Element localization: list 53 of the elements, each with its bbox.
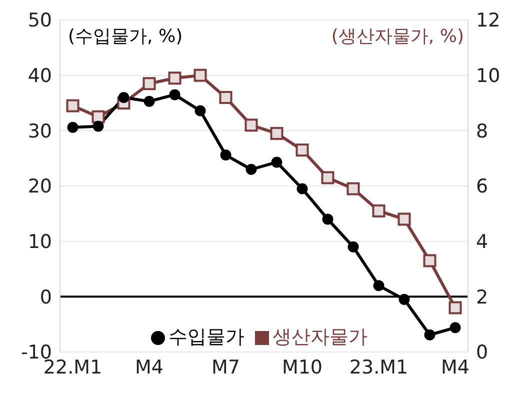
point bbox=[296, 144, 309, 157]
point bbox=[244, 118, 258, 132]
y2-tick-label: 6 bbox=[476, 176, 488, 198]
point bbox=[450, 322, 461, 334]
point bbox=[398, 212, 411, 226]
point bbox=[321, 171, 334, 184]
y-tick-label: 50 bbox=[28, 10, 52, 32]
y2-tick-label: 10 bbox=[476, 65, 500, 88]
point bbox=[66, 99, 80, 112]
y-tick-label: 0 bbox=[40, 286, 52, 308]
point bbox=[423, 254, 436, 268]
point bbox=[219, 90, 232, 104]
point bbox=[322, 214, 334, 225]
y2-tick-label: 12 bbox=[476, 10, 500, 32]
point bbox=[448, 301, 462, 314]
point bbox=[424, 329, 436, 340]
point bbox=[194, 105, 206, 116]
x-tick-label: M10 bbox=[282, 356, 323, 378]
point bbox=[92, 110, 105, 124]
point bbox=[142, 77, 156, 90]
y2-tick-label: 4 bbox=[476, 231, 488, 254]
x-tick-label: M7 bbox=[212, 356, 240, 378]
y-tick-label: 30 bbox=[28, 120, 52, 142]
x-tick-label: 23.M1 bbox=[349, 356, 408, 378]
point bbox=[169, 89, 180, 100]
y2-tick-label: 2 bbox=[476, 286, 488, 308]
point bbox=[346, 182, 360, 196]
point bbox=[296, 183, 308, 194]
point bbox=[144, 96, 155, 107]
point bbox=[246, 164, 257, 175]
y2-axis-title: (생산자물가, %) bbox=[331, 25, 464, 48]
point bbox=[270, 126, 284, 140]
legend-label: 생산자물가 bbox=[272, 326, 368, 348]
point bbox=[220, 150, 232, 161]
y2-tick-label: 8 bbox=[476, 120, 488, 142]
x-tick-label: M4 bbox=[135, 356, 164, 378]
point bbox=[372, 204, 386, 218]
y-tick-label: 40 bbox=[28, 65, 52, 88]
point bbox=[194, 68, 207, 82]
point bbox=[271, 156, 282, 168]
point bbox=[398, 294, 410, 305]
y-tick-label: 10 bbox=[28, 231, 52, 254]
x-tick-label: M4 bbox=[441, 356, 470, 378]
y-tick-label: 20 bbox=[28, 176, 52, 198]
y-axis-title: (수입물가, %) bbox=[68, 25, 183, 48]
point bbox=[373, 280, 384, 292]
y2-tick-label: 0 bbox=[476, 342, 488, 364]
point bbox=[118, 92, 130, 103]
legend-label: 수입물가 bbox=[168, 326, 244, 348]
point bbox=[92, 120, 104, 132]
point bbox=[168, 72, 182, 85]
point bbox=[348, 241, 359, 252]
point bbox=[67, 122, 78, 133]
